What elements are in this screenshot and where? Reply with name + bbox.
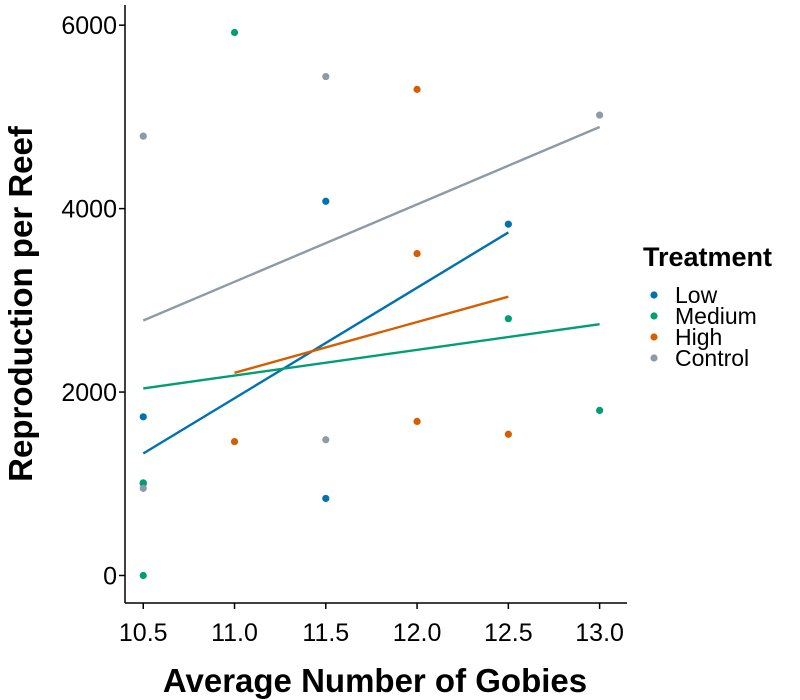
x-tick-label: 11.0 bbox=[211, 619, 258, 647]
legend-title: Treatment bbox=[643, 242, 772, 272]
trend-line-high bbox=[234, 295, 509, 374]
x-axis: 10.5 11.0 11.5 12.0 12.5 13.0 bbox=[119, 602, 627, 647]
trend-line-medium bbox=[143, 322, 600, 390]
x-tick-label: 13.0 bbox=[575, 619, 624, 647]
y-tick-label: 2000 bbox=[61, 379, 117, 407]
data-point-medium bbox=[139, 479, 147, 487]
data-point-low bbox=[322, 197, 330, 205]
y-tick-label: 6000 bbox=[61, 12, 117, 40]
legend-label-medium: Medium bbox=[675, 303, 757, 329]
data-point-medium bbox=[596, 406, 604, 414]
legend-key-low bbox=[650, 291, 658, 299]
data-point-medium bbox=[504, 315, 512, 323]
x-tick-label: 11.5 bbox=[302, 619, 349, 647]
legend-key-high bbox=[650, 333, 658, 341]
data-point-high bbox=[230, 437, 239, 446]
data-point-control bbox=[322, 436, 330, 444]
data-point-control bbox=[596, 111, 604, 119]
data-point-medium bbox=[139, 571, 147, 580]
plot-area bbox=[139, 28, 604, 580]
data-point-low bbox=[139, 413, 147, 421]
y-tick-label: 0 bbox=[103, 562, 117, 590]
legend-label-control: Control bbox=[675, 345, 749, 371]
x-axis-title: Average Number of Gobies bbox=[163, 662, 587, 699]
legend-key-control bbox=[650, 354, 658, 362]
y-axis-title: Reproduction per Reef bbox=[2, 125, 39, 482]
data-point-high bbox=[413, 249, 421, 258]
data-point-high bbox=[413, 85, 421, 93]
data-point-control bbox=[322, 72, 330, 81]
legend-label-low: Low bbox=[675, 282, 718, 308]
trend-line-low bbox=[142, 231, 509, 455]
y-axis: 0 2000 4000 6000 bbox=[61, 5, 126, 603]
data-point-low bbox=[322, 494, 330, 503]
data-point-medium bbox=[230, 28, 239, 37]
legend-key-medium bbox=[650, 312, 658, 320]
x-tick-label: 12.5 bbox=[484, 619, 533, 647]
data-point-high bbox=[413, 417, 421, 425]
trend-line-control bbox=[142, 125, 601, 322]
data-point-control bbox=[139, 132, 147, 140]
x-tick-label: 10.5 bbox=[119, 619, 168, 647]
data-point-low bbox=[504, 220, 512, 228]
legend-label-high: High bbox=[675, 324, 722, 350]
y-tick-label: 4000 bbox=[61, 196, 117, 224]
x-tick-label: 12.0 bbox=[393, 619, 442, 647]
data-point-control bbox=[139, 484, 147, 492]
data-point-high bbox=[504, 430, 512, 438]
